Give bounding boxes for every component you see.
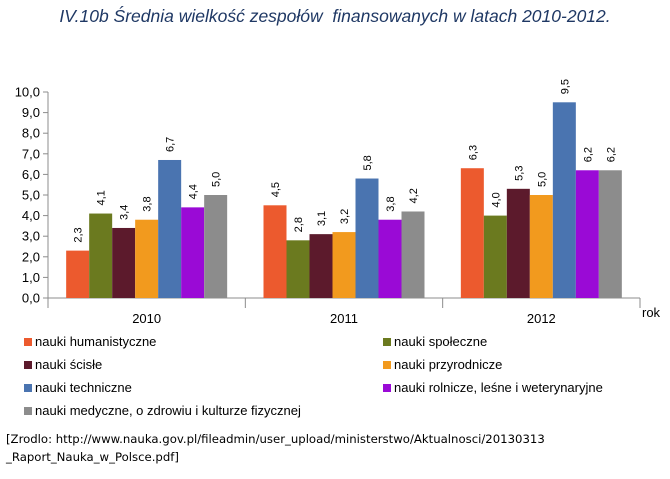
data-label: 3,8 bbox=[142, 196, 154, 211]
data-label: 3,2 bbox=[339, 209, 351, 224]
data-label: 5,8 bbox=[362, 155, 374, 170]
y-tick-label: 9,0 bbox=[22, 105, 40, 120]
y-tick-label: 7,0 bbox=[22, 146, 40, 161]
data-label: 6,2 bbox=[605, 147, 617, 162]
bar bbox=[112, 227, 136, 298]
y-tick-label: 8,0 bbox=[22, 126, 40, 141]
y-tick-label: 1,0 bbox=[22, 270, 40, 285]
x-tick-label: 2011 bbox=[330, 311, 358, 326]
bar bbox=[135, 219, 159, 298]
x-tick-label: 2012 bbox=[527, 311, 556, 326]
data-label: 6,7 bbox=[165, 137, 177, 152]
data-label: 5,0 bbox=[211, 172, 223, 187]
y-tick-label: 3,0 bbox=[22, 229, 40, 244]
bar bbox=[158, 159, 182, 298]
bar bbox=[460, 168, 484, 298]
data-label: 5,3 bbox=[513, 166, 525, 181]
x-axis-title: rok bbox=[642, 305, 661, 320]
x-tick-label: 2010 bbox=[132, 311, 161, 326]
y-tick-label: 2,0 bbox=[22, 249, 40, 264]
bar bbox=[309, 234, 333, 298]
data-label: 4,2 bbox=[408, 188, 420, 203]
data-label: 4,4 bbox=[188, 184, 200, 199]
data-label: 2,8 bbox=[293, 217, 305, 232]
bar bbox=[483, 215, 507, 298]
bar bbox=[66, 250, 90, 298]
bar bbox=[89, 213, 113, 298]
bar bbox=[529, 195, 553, 298]
y-tick-label: 5,0 bbox=[22, 188, 40, 203]
chart-title: IV.10b Średnia wielkość zespołów finanso… bbox=[59, 6, 611, 26]
y-tick-label: 4,0 bbox=[22, 208, 40, 223]
data-label: 6,3 bbox=[467, 145, 479, 160]
y-tick-label: 10,0 bbox=[15, 85, 40, 100]
bar bbox=[552, 102, 576, 298]
bar bbox=[286, 240, 310, 298]
bar bbox=[181, 207, 205, 298]
source-line-2: _Raport_Nauka_w_Polsce.pdf] bbox=[6, 450, 179, 464]
data-label: 4,5 bbox=[270, 182, 282, 197]
data-label: 6,2 bbox=[582, 147, 594, 162]
y-tick-label: 6,0 bbox=[22, 167, 40, 182]
bar bbox=[263, 205, 287, 298]
data-label: 5,0 bbox=[536, 172, 548, 187]
bar bbox=[506, 188, 530, 298]
y-tick-label: 0,0 bbox=[22, 291, 40, 306]
data-label: 2,3 bbox=[73, 227, 85, 242]
source-line-1: [Zrodlo: http://www.nauka.gov.pl/fileadm… bbox=[6, 432, 545, 446]
data-label: 9,5 bbox=[559, 79, 571, 94]
bar bbox=[204, 195, 228, 298]
bar bbox=[332, 232, 356, 298]
data-label: 3,8 bbox=[385, 196, 397, 211]
bar bbox=[378, 219, 402, 298]
bar bbox=[575, 170, 599, 298]
data-label: 4,0 bbox=[490, 192, 502, 207]
bar bbox=[598, 170, 622, 298]
source-citation: [Zrodlo: http://www.nauka.gov.pl/fileadm… bbox=[6, 430, 666, 466]
bar bbox=[355, 178, 379, 298]
data-label: 3,4 bbox=[119, 205, 131, 220]
data-label: 4,1 bbox=[96, 190, 108, 205]
data-label: 3,1 bbox=[316, 211, 328, 226]
bar bbox=[401, 211, 425, 298]
